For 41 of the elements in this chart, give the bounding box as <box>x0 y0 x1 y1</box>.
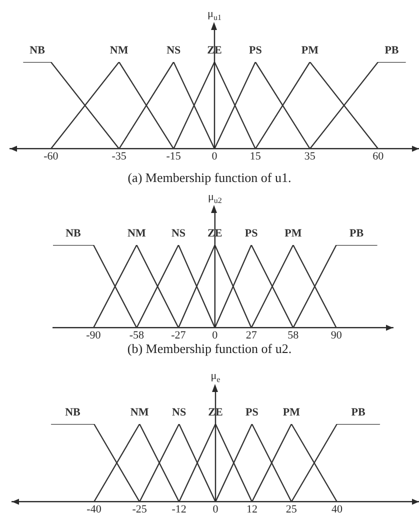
x-tick-label: -15 <box>166 150 182 162</box>
x-tick-label: 35 <box>304 150 316 162</box>
x-tick-label: 60 <box>372 150 384 162</box>
x-tick-label: 0 <box>212 329 218 342</box>
series-label: NS <box>166 44 181 56</box>
series-label: PS <box>248 44 262 56</box>
x-tick-label: -40 <box>86 503 102 516</box>
series-label: NM <box>130 406 150 418</box>
x-tick-label: 90 <box>330 329 342 342</box>
series-label: NS <box>171 227 186 240</box>
series-label: PM <box>284 227 302 240</box>
x-tick-label: -90 <box>86 329 102 342</box>
series-label: NS <box>172 406 186 418</box>
series-label: NM <box>110 44 129 56</box>
x-tick-label: 15 <box>250 150 262 162</box>
series-label: NB <box>66 227 82 240</box>
x-tick-label: -12 <box>172 503 186 516</box>
x-tick-label: -25 <box>132 503 148 516</box>
series-label: PS <box>246 406 258 418</box>
x-tick-label: 27 <box>246 329 258 342</box>
series-label: NB <box>30 44 46 56</box>
text: (a) Membership function of u1. <box>126 170 292 185</box>
x-tick-label: -35 <box>112 150 127 162</box>
series-label: PS <box>244 227 258 240</box>
x-tick-label: 12 <box>246 503 258 516</box>
series-label: PM <box>301 44 320 56</box>
x-tick-label: 40 <box>331 503 343 516</box>
x-tick-label: 58 <box>288 329 300 342</box>
x-tick-label: -60 <box>44 150 59 162</box>
text: (b) Membership function of u2. <box>126 341 293 356</box>
series-label: PM <box>282 406 301 418</box>
series-label: NB <box>65 406 82 418</box>
x-tick-label: -58 <box>129 329 144 342</box>
series-label: PB <box>384 44 400 56</box>
x-tick-label: 0 <box>212 150 218 162</box>
x-tick-label: 25 <box>286 503 298 516</box>
x-tick-label: 0 <box>212 503 219 516</box>
series-label: PB <box>351 406 366 418</box>
series-label: NM <box>127 227 146 240</box>
series-label: PB <box>350 227 364 240</box>
x-tick-label: -27 <box>171 329 186 342</box>
